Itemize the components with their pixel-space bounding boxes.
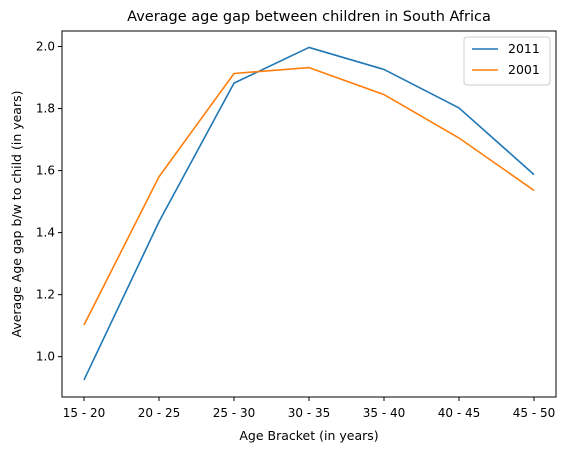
- y-tick-label: 1.0: [36, 350, 55, 364]
- legend: 2011 2001: [463, 36, 551, 86]
- y-axis-ticks: 1.0 1.2 1.4 1.6 1.8 2.0: [36, 40, 62, 364]
- legend-label-2011: 2011: [508, 41, 540, 56]
- legend-label-2001: 2001: [508, 62, 540, 77]
- x-tick-label: 15 - 20: [63, 406, 106, 420]
- x-axis-ticks: 15 - 20 20 - 25 25 - 30 30 - 35 35 - 40 40 - …: [63, 397, 556, 420]
- y-tick-label: 1.6: [36, 164, 55, 178]
- y-tick-label: 1.2: [36, 288, 55, 302]
- y-axis-label: Average Age gap b/w to child (in years): [9, 91, 24, 338]
- x-tick-label: 20 - 25: [138, 406, 181, 420]
- y-tick-label: 1.4: [36, 226, 55, 240]
- plot-area-frame: [61, 30, 557, 398]
- x-tick-label: 35 - 40: [363, 406, 406, 420]
- chart-title: Average age gap between children in Sout…: [127, 9, 491, 25]
- x-tick-label: 40 - 45: [438, 406, 481, 420]
- y-tick-label: 2.0: [36, 40, 55, 54]
- series-line-2011: [83, 46, 535, 381]
- x-tick-label: 25 - 30: [213, 406, 256, 420]
- x-tick-label: 30 - 35: [288, 406, 331, 420]
- x-axis-label: Age Bracket (in years): [239, 428, 378, 443]
- x-tick-label: 45 - 50: [513, 406, 556, 420]
- y-tick-label: 1.8: [36, 102, 55, 116]
- series-line-2001: [83, 66, 535, 326]
- series-lines: [83, 46, 535, 381]
